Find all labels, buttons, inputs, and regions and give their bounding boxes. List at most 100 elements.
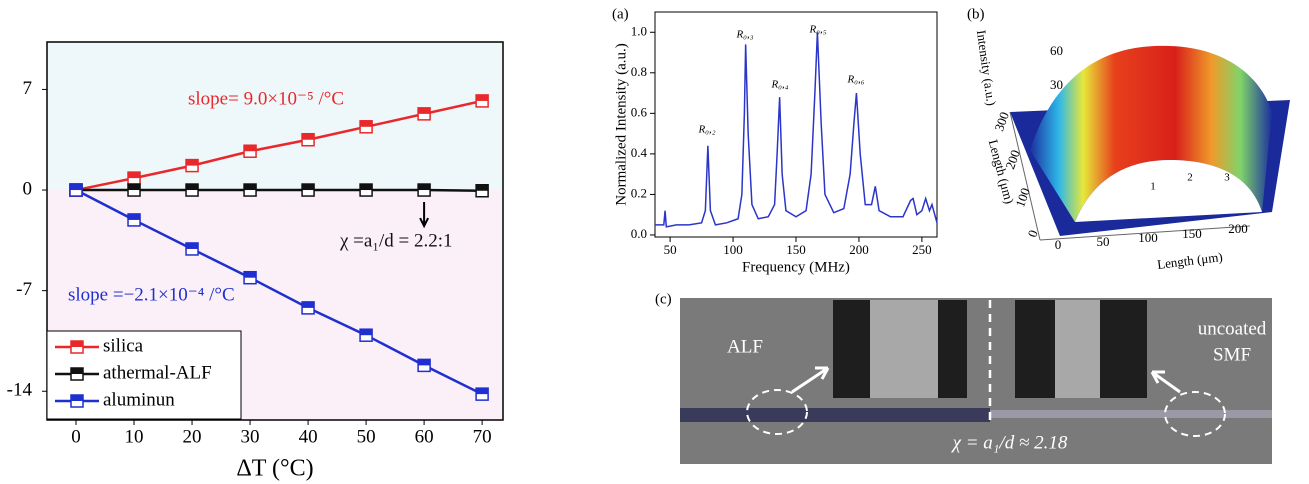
marker-fill (186, 159, 199, 166)
marker (417, 358, 431, 373)
x-tick-label: 20 (183, 426, 202, 447)
marker (475, 94, 489, 108)
microscope-image: (c) ALF uncoated SMF χ = a₁/d ≈ 2.18 (655, 291, 1272, 464)
surface-plot (1009, 45, 1290, 241)
y-tick-label: 0.0 (631, 226, 647, 241)
marker (475, 387, 489, 401)
marker (127, 213, 141, 227)
marker (301, 183, 315, 197)
marker (243, 270, 257, 285)
panel-label: (b) (967, 6, 985, 22)
marker (69, 183, 83, 197)
fiber-alf (680, 408, 990, 422)
marker-label: 2 (1187, 172, 1193, 184)
x-tick-label: 50 (1097, 234, 1110, 249)
y-tick-label: -7 (16, 279, 32, 300)
x-tick-label: 10 (125, 426, 144, 447)
y-axis-label: Normalized Intensity (a.u.) (613, 43, 629, 205)
marker (359, 120, 373, 134)
fiber-smf (990, 410, 1272, 418)
annotation: R₀,₅ (808, 24, 826, 36)
marker (127, 171, 141, 185)
x-tick-label: 100 (1138, 230, 1158, 245)
y-tick-label: 200 (1002, 148, 1023, 171)
marker (185, 242, 199, 256)
annotation: slope= 9.0×10⁻⁵ /°C (188, 88, 344, 109)
marker-label: 1 (1150, 181, 1156, 193)
y-axis-label: Length (μm) (986, 138, 1018, 205)
legend-label: silica (103, 335, 144, 356)
arrow (419, 202, 429, 229)
y-tick-label: 100 (1012, 186, 1033, 209)
y-tick-label: 0.4 (631, 145, 648, 160)
legend-label: athermal-ALF (103, 362, 212, 383)
series-line (76, 188, 483, 193)
y-tick-label: 0.2 (631, 185, 647, 200)
x-tick-label: 60 (415, 426, 434, 447)
y-tick-label: 7 (23, 78, 33, 99)
marker-fill (360, 120, 373, 127)
y-tick-label: -14 (7, 380, 33, 401)
highlight (746, 389, 808, 435)
marker-fill (70, 184, 83, 191)
marker (475, 184, 489, 198)
x-tick-label: 250 (912, 242, 932, 257)
marker (243, 144, 257, 158)
y-tick-label: 0.8 (631, 64, 647, 79)
annotation: slope =−2.1×10⁻⁴ /°C (68, 284, 235, 305)
x-tick-label: 40 (299, 426, 318, 447)
x-tick-label: 0 (71, 426, 81, 447)
marker-fill (244, 145, 257, 152)
region-above (47, 42, 503, 191)
series-line (75, 188, 483, 396)
annotation: χ =a₁/d = 2.2:1 (339, 230, 452, 251)
marker-fill (418, 184, 431, 191)
marker-fill (128, 213, 141, 220)
series-line (655, 32, 938, 228)
legend-marker-fill (71, 395, 83, 401)
x-tick-label: 70 (473, 426, 492, 447)
y-tick-label: 300 (991, 110, 1012, 133)
plot-frame (46, 41, 504, 421)
marker-fill (476, 94, 489, 101)
legend-label: aluminun (103, 389, 175, 410)
marker (301, 132, 315, 147)
arrow (1150, 370, 1181, 394)
marker-fill (360, 329, 373, 336)
panel-label: (a) (612, 6, 629, 22)
marker-fill (418, 359, 431, 366)
x-axis-label: Length (μm) (1156, 249, 1223, 272)
x-tick-label: 200 (849, 242, 869, 257)
inset-fiber (870, 300, 938, 398)
annotation: R₀,₄ (770, 79, 788, 91)
arrow (791, 366, 830, 394)
legend-marker-fill (71, 341, 83, 347)
marker (417, 183, 431, 197)
marker-fill (128, 184, 141, 191)
z-axis-label: Intensity (a.u.) (974, 29, 999, 107)
marker-fill (186, 184, 199, 191)
y-tick-label: 1.0 (631, 23, 647, 38)
marker-fill (302, 301, 315, 308)
y-tick-label: 0 (1024, 228, 1040, 239)
marker-fill (476, 388, 489, 395)
x-tick-label: 150 (786, 242, 806, 257)
plot-frame (654, 11, 938, 238)
x-axis-label: Frequency (MHz) (742, 259, 850, 275)
image-background (680, 298, 1272, 464)
axis-line (1009, 111, 1041, 241)
marker-fill (418, 107, 431, 114)
marker (127, 183, 141, 197)
marker-fill (186, 242, 199, 249)
x-tick-label: 50 (664, 242, 677, 257)
series-line (75, 99, 483, 192)
annotation: R₀,₆ (846, 74, 864, 86)
x-tick-label: 150 (1182, 226, 1202, 241)
x-tick-label: 200 (1228, 221, 1248, 236)
marker (359, 328, 373, 342)
image-label: ALF (727, 336, 763, 357)
z-tick-label: 60 (1050, 43, 1063, 58)
marker-fill (476, 184, 489, 191)
image-label: uncoated (1198, 318, 1267, 339)
